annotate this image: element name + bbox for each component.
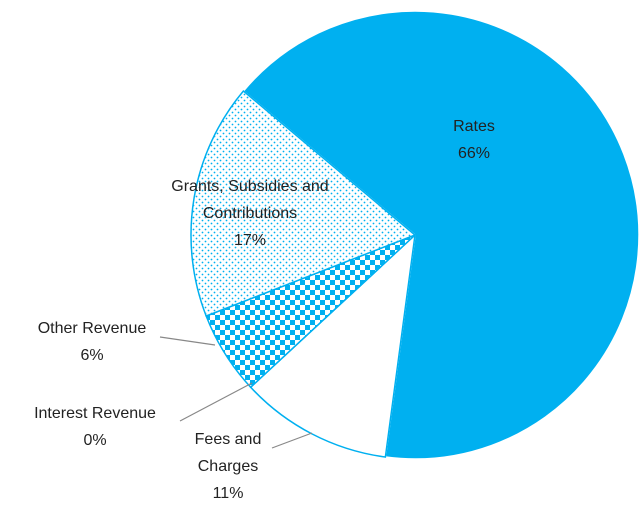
value-label: 17% xyxy=(233,232,267,249)
value-label: 66% xyxy=(457,145,491,162)
leader-line xyxy=(271,432,313,449)
slice-label: Interest Revenue 0% xyxy=(5,400,185,454)
category-label: Interest Revenue xyxy=(34,405,156,422)
category-label: Other Revenue xyxy=(37,320,147,337)
pie-slice xyxy=(242,10,639,460)
slice-label: Rates 66% xyxy=(434,113,514,167)
category-label: Grants, Subsidies and Contributions xyxy=(171,178,329,222)
value-label: 11% xyxy=(212,485,244,502)
value-label: 0% xyxy=(83,432,107,449)
slice-label: Grants, Subsidies and Contributions 17% xyxy=(160,173,340,254)
value-label: 6% xyxy=(80,347,104,364)
pie-slice xyxy=(249,233,417,458)
leader-line xyxy=(159,336,216,346)
pie-slice xyxy=(190,89,417,317)
slice-label: Fees and Charges 11% xyxy=(183,426,273,507)
category-label: Rates xyxy=(453,118,495,135)
category-label: Fees and Charges xyxy=(194,431,262,475)
slice-label: Other Revenue 6% xyxy=(27,315,157,369)
leader-line xyxy=(179,382,253,422)
